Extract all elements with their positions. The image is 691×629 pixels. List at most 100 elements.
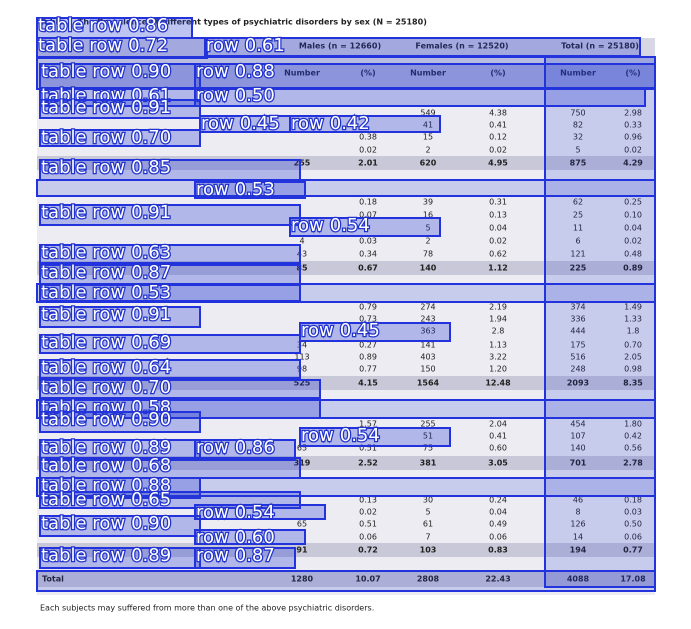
detection-score: 0.91 bbox=[131, 304, 171, 325]
detection-label: row 0.53 bbox=[196, 179, 275, 200]
detection-class: table row bbox=[41, 513, 125, 534]
detection-box bbox=[36, 56, 656, 90]
detection-label: table row 0.70 bbox=[41, 127, 171, 148]
cell: 107 bbox=[570, 432, 585, 441]
group-header: Males (n = 12660) bbox=[299, 42, 381, 51]
detection-box bbox=[39, 99, 201, 119]
detection-class: table row bbox=[41, 304, 125, 325]
detection-label: row 0.45 bbox=[301, 320, 380, 341]
cell: 255 bbox=[294, 159, 311, 168]
cell: 0.13 bbox=[359, 496, 377, 505]
cell: 2.52 bbox=[358, 459, 378, 468]
cell: 78 bbox=[423, 250, 433, 259]
cell: 150 bbox=[420, 365, 435, 374]
detection-label: row 0.54 bbox=[301, 425, 380, 446]
detection-score: 0.45 bbox=[240, 113, 280, 134]
cell: 0.48 bbox=[624, 250, 642, 259]
detection-score: 0.45 bbox=[340, 320, 380, 341]
detection-class: table row bbox=[41, 61, 125, 82]
detection-score: 0.54 bbox=[235, 502, 275, 523]
cell: 2.98 bbox=[624, 109, 642, 118]
cell: 75 bbox=[423, 444, 433, 453]
cell: 98 bbox=[297, 365, 307, 374]
cell: 61 bbox=[423, 520, 433, 529]
detection-box bbox=[39, 244, 301, 264]
cell: 336 bbox=[570, 315, 585, 324]
detection-label: table row 0.91 bbox=[41, 304, 171, 325]
cell: 140 bbox=[420, 264, 437, 273]
detection-score: 0.85 bbox=[131, 157, 171, 178]
column-header: (%) bbox=[625, 69, 640, 78]
cell: 103 bbox=[420, 546, 437, 555]
cell: 34 bbox=[297, 341, 307, 350]
detection-label: table row 0.64 bbox=[41, 357, 171, 378]
cell: 16 bbox=[423, 211, 433, 220]
detection-score: 0.65 bbox=[131, 489, 171, 510]
cell: 12.48 bbox=[485, 379, 511, 388]
detection-score: 0.61 bbox=[245, 35, 285, 56]
cell: 0.04 bbox=[489, 224, 507, 233]
detection-label: table row 0.86 bbox=[38, 15, 168, 36]
cell: 41 bbox=[423, 121, 433, 130]
detection-score: 0.91 bbox=[131, 97, 171, 118]
detection-score: 0.70 bbox=[131, 127, 171, 148]
cell: 444 bbox=[570, 327, 585, 336]
detection-score: 0.91 bbox=[131, 202, 171, 223]
detection-box bbox=[39, 359, 301, 379]
detection-class: row bbox=[196, 179, 229, 200]
detection-score: 0.53 bbox=[131, 282, 171, 303]
detection-box bbox=[194, 547, 296, 569]
cell: 1564 bbox=[417, 379, 440, 388]
cell: 0.06 bbox=[624, 533, 642, 542]
cell: 39 bbox=[423, 198, 433, 207]
cell: 65 bbox=[297, 444, 307, 453]
detection-class: row bbox=[291, 113, 324, 134]
detection-score: 0.69 bbox=[131, 332, 171, 353]
detection-label: table row 0.87 bbox=[41, 262, 171, 283]
cell: 22.43 bbox=[485, 575, 510, 584]
detection-score: 0.60 bbox=[235, 527, 275, 548]
cell: 0.18 bbox=[624, 496, 642, 505]
cell: 0.51 bbox=[359, 444, 377, 453]
detection-score: 0.86 bbox=[235, 437, 275, 458]
cell: 0.77 bbox=[623, 546, 643, 555]
cell: 549 bbox=[420, 109, 435, 118]
cell: 121 bbox=[570, 250, 585, 259]
detection-label: table row 0.91 bbox=[41, 202, 171, 223]
detection-class: table row bbox=[41, 489, 125, 510]
subtotal-bg bbox=[37, 543, 655, 557]
cell: 1.94 bbox=[489, 315, 507, 324]
cell: 0.06 bbox=[359, 533, 377, 542]
cell: 1.20 bbox=[489, 365, 507, 374]
cell: 2.19 bbox=[489, 303, 507, 312]
detection-label: row 0.54 bbox=[196, 502, 275, 523]
group-header: Total (n = 25180) bbox=[561, 42, 639, 51]
detection-box bbox=[544, 56, 656, 588]
table-title: Table 3. The Prevalence of different typ… bbox=[40, 18, 427, 27]
cell: 0.02 bbox=[624, 237, 642, 246]
column-header: Number bbox=[284, 69, 320, 78]
cell: 0.89 bbox=[623, 264, 643, 273]
detection-score: 0.50 bbox=[235, 85, 275, 106]
detection-score: 0.90 bbox=[131, 513, 171, 534]
detection-score: 0.87 bbox=[235, 545, 275, 566]
cell: 0.07 bbox=[359, 211, 377, 220]
detection-score: 0.64 bbox=[131, 357, 171, 378]
cell: 85 bbox=[296, 264, 308, 273]
cell: 363 bbox=[420, 327, 435, 336]
cell: 1.12 bbox=[488, 264, 508, 273]
detection-score: 0.70 bbox=[131, 377, 171, 398]
detection-class: table row bbox=[41, 242, 125, 263]
detection-score: 0.89 bbox=[131, 545, 171, 566]
detection-label: row 0.45 bbox=[201, 113, 280, 134]
column-header: Number bbox=[560, 69, 596, 78]
detection-label: table row 0.90 bbox=[41, 61, 171, 82]
cell: 274 bbox=[420, 303, 435, 312]
detection-class: row bbox=[196, 545, 229, 566]
cell: 0.02 bbox=[359, 146, 377, 155]
cell: 403 bbox=[420, 353, 435, 362]
cell: 875 bbox=[570, 159, 587, 168]
cell: 374 bbox=[570, 303, 585, 312]
cell: 0.31 bbox=[489, 198, 507, 207]
detection-score: 0.86 bbox=[128, 15, 168, 36]
